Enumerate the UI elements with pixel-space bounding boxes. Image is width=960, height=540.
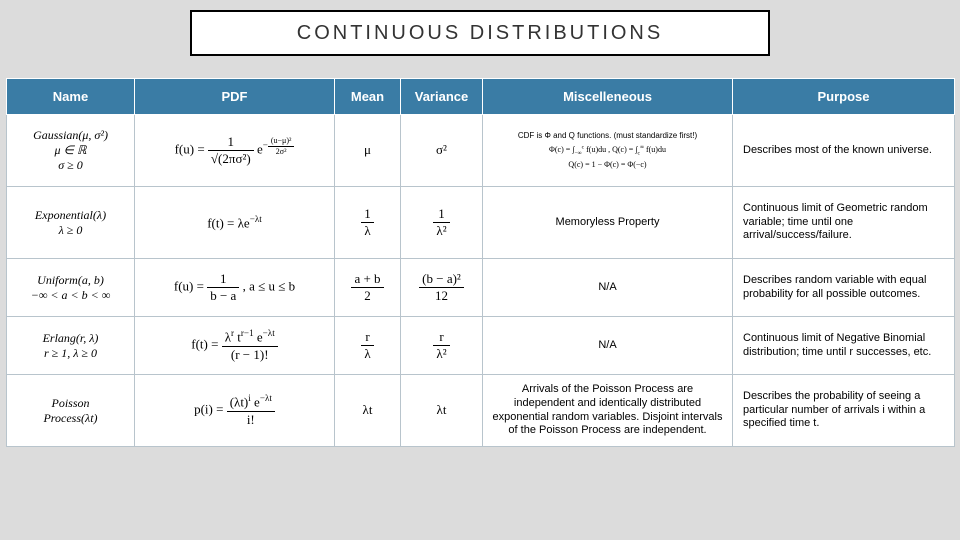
cell-purpose: Describes the probability of seeing a pa… bbox=[733, 375, 955, 447]
cell-mean: μ bbox=[335, 115, 401, 187]
cell-purpose: Describes random variable with equal pro… bbox=[733, 259, 955, 317]
cell-variance: 1λ² bbox=[401, 187, 483, 259]
col-header-name: Name bbox=[7, 79, 135, 115]
table-header-row: Name PDF Mean Variance Miscelleneous Pur… bbox=[7, 79, 955, 115]
distributions-table: Name PDF Mean Variance Miscelleneous Pur… bbox=[6, 78, 955, 447]
cell-pdf: f(t) = λr tr−1 e−λt(r − 1)! bbox=[135, 317, 335, 375]
cell-purpose: Continuous limit of Geometric random var… bbox=[733, 187, 955, 259]
cell-name: Erlang(r, λ)r ≥ 1, λ ≥ 0 bbox=[7, 317, 135, 375]
cell-misc: N/A bbox=[483, 259, 733, 317]
cell-name: Exponential(λ)λ ≥ 0 bbox=[7, 187, 135, 259]
cell-mean: 1λ bbox=[335, 187, 401, 259]
cell-name: PoissonProcess(λt) bbox=[7, 375, 135, 447]
cell-pdf: p(i) = (λt)i e−λti! bbox=[135, 375, 335, 447]
table-row: Exponential(λ)λ ≥ 0 f(t) = λe−λt 1λ 1λ² … bbox=[7, 187, 955, 259]
cell-variance: rλ² bbox=[401, 317, 483, 375]
col-header-misc: Miscelleneous bbox=[483, 79, 733, 115]
table-row: Uniform(a, b)−∞ < a < b < ∞ f(u) = 1b − … bbox=[7, 259, 955, 317]
col-header-pdf: PDF bbox=[135, 79, 335, 115]
col-header-variance: Variance bbox=[401, 79, 483, 115]
cell-misc: CDF is Φ and Q functions. (must standard… bbox=[483, 115, 733, 187]
cell-variance: λt bbox=[401, 375, 483, 447]
cell-purpose: Continuous limit of Negative Binomial di… bbox=[733, 317, 955, 375]
cell-misc: Memoryless Property bbox=[483, 187, 733, 259]
cell-mean: a + b2 bbox=[335, 259, 401, 317]
cell-misc: N/A bbox=[483, 317, 733, 375]
cell-pdf: f(u) = 1√(2πσ²) e−(u−μ)²2σ² bbox=[135, 115, 335, 187]
col-header-mean: Mean bbox=[335, 79, 401, 115]
table-body: Gaussian(μ, σ²)μ ∈ ℝσ ≥ 0 f(u) = 1√(2πσ²… bbox=[7, 115, 955, 447]
cell-mean: rλ bbox=[335, 317, 401, 375]
cell-misc: Arrivals of the Poisson Process are inde… bbox=[483, 375, 733, 447]
cell-pdf: f(u) = 1b − a , a ≤ u ≤ b bbox=[135, 259, 335, 317]
cell-name: Uniform(a, b)−∞ < a < b < ∞ bbox=[7, 259, 135, 317]
cell-variance: (b − a)²12 bbox=[401, 259, 483, 317]
cell-purpose: Describes most of the known universe. bbox=[733, 115, 955, 187]
page-title: CONTINUOUS DISTRIBUTIONS bbox=[190, 10, 770, 56]
table-row: Gaussian(μ, σ²)μ ∈ ℝσ ≥ 0 f(u) = 1√(2πσ²… bbox=[7, 115, 955, 187]
cell-pdf: f(t) = λe−λt bbox=[135, 187, 335, 259]
table-row: Erlang(r, λ)r ≥ 1, λ ≥ 0 f(t) = λr tr−1 … bbox=[7, 317, 955, 375]
cell-name: Gaussian(μ, σ²)μ ∈ ℝσ ≥ 0 bbox=[7, 115, 135, 187]
col-header-purpose: Purpose bbox=[733, 79, 955, 115]
cell-mean: λt bbox=[335, 375, 401, 447]
table-row: PoissonProcess(λt) p(i) = (λt)i e−λti! λ… bbox=[7, 375, 955, 447]
cell-variance: σ² bbox=[401, 115, 483, 187]
